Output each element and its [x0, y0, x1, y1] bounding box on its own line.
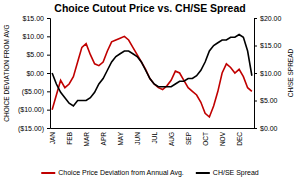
- y2-tick-label: $20.00: [260, 15, 282, 22]
- x-axis: JAN FEB MAR APR MAY JUN JUL AUG SEP OCT NOV DEC: [49, 128, 255, 146]
- x-tick: MAY: [117, 128, 124, 146]
- y2-axis-line: [255, 19, 258, 129]
- legend-label: Choice Price Deviation from Annual Avg.: [58, 169, 184, 177]
- y2-tick: $15.00: [254, 42, 282, 49]
- x-tick-label: MAR: [83, 132, 90, 147]
- x-tick: DEC: [236, 128, 243, 146]
- y-tick: $0.00: [26, 70, 50, 77]
- y-axis: ($15.00) ($10.00) ($5.00) $0.00 $5.00 $10.00 $…: [18, 15, 51, 133]
- y-tick-label: ($5.00): [22, 88, 44, 96]
- y2-tick: $20.00: [254, 15, 282, 22]
- legend: Choice Price Deviation from Annual Avg. C…: [41, 169, 259, 177]
- x-axis-line: [51, 128, 255, 129]
- legend-swatch: [41, 172, 55, 174]
- y-tick-mark: [47, 128, 50, 129]
- series-line: [52, 36, 252, 117]
- y-axis-line: [47, 19, 51, 129]
- title: Choice Cutout Price vs. CH/SE Spread: [54, 2, 245, 14]
- y-tick-label: $0.00: [26, 70, 44, 77]
- x-tick-label: AUG: [168, 132, 175, 146]
- y-tick-mark: [47, 55, 50, 56]
- x-tick-label: JUL: [151, 132, 158, 144]
- x-tick-label: OCT: [202, 132, 209, 146]
- y-tick: $5.00: [26, 51, 50, 58]
- y-tick-mark: [47, 73, 50, 74]
- y-axis-title: CHOICE DEVIATION FROM AVG: [3, 24, 10, 121]
- y2-tick-mark: [254, 18, 257, 19]
- y-tick-label: ($15.00): [18, 125, 44, 133]
- x-tick: FEB: [66, 128, 73, 145]
- x-tick: APR: [100, 128, 107, 145]
- y-tick: ($5.00): [22, 88, 50, 96]
- x-tick-label: JUN: [134, 132, 141, 145]
- x-tick-label: SEP: [185, 132, 192, 145]
- y2-tick-label: $15.00: [260, 42, 282, 49]
- y-tick: $15.00: [23, 15, 50, 22]
- legend-item: CH/SE Spread: [196, 169, 259, 177]
- x-tick: MAR: [83, 128, 90, 146]
- chart: ($15.00)($10.00)($5.00)$0.00$5.00$10.00$…: [0, 0, 300, 180]
- x-tick: AUG: [168, 128, 175, 146]
- y2-tick-label: $0.00: [260, 125, 278, 132]
- y-tick-label: $10.00: [23, 33, 45, 40]
- series-line: [52, 35, 252, 107]
- x-tick: SEP: [185, 128, 192, 145]
- legend-label: CH/SE Spread: [213, 169, 259, 177]
- y-tick-mark: [47, 91, 50, 92]
- y2-tick-label: $5.00: [260, 97, 278, 104]
- plot: ($15.00)($10.00)($5.00)$0.00$5.00$10.00$…: [18, 15, 282, 147]
- x-tick: JUN: [134, 128, 141, 145]
- y-tick-mark: [47, 36, 50, 37]
- x-tick-label: FEB: [66, 132, 73, 145]
- y2-tick: $5.00: [254, 97, 278, 104]
- x-tick-label: NOV: [219, 131, 226, 146]
- x-tick-label: DEC: [236, 132, 243, 146]
- y-tick-label: ($10.00): [18, 106, 44, 114]
- x-tick: NOV: [219, 128, 226, 146]
- lines: [52, 35, 252, 118]
- x-tick: OCT: [202, 128, 209, 146]
- y2-axis-title: CH/SE SPREAD: [287, 48, 294, 97]
- y-tick-label: $5.00: [26, 51, 44, 58]
- y2-tick-mark: [254, 101, 257, 102]
- y-tick-label: $15.00: [23, 15, 45, 22]
- y-tick-mark: [47, 110, 50, 111]
- legend-item: Choice Price Deviation from Annual Avg.: [41, 169, 184, 177]
- y-tick: ($15.00): [18, 125, 50, 133]
- y2-tick-mark: [254, 73, 257, 74]
- y2-tick: $0.00: [254, 125, 278, 132]
- x-tick: JUL: [151, 128, 158, 144]
- x-tick: JAN: [49, 128, 56, 144]
- y-tick-mark: [47, 18, 50, 19]
- x-tick-label: MAY: [117, 131, 124, 145]
- y2-tick-mark: [254, 46, 257, 47]
- legend-swatch: [196, 172, 210, 174]
- y2-tick: $10.00: [254, 70, 282, 77]
- y2-axis: $0.00 $5.00 $10.00 $15.00 $20.00: [254, 15, 282, 132]
- y-tick: $10.00: [23, 33, 50, 40]
- y-tick: ($10.00): [18, 106, 50, 114]
- y2-tick-label: $10.00: [260, 70, 282, 77]
- x-tick-label: APR: [100, 132, 107, 146]
- x-tick-label: JAN: [49, 132, 56, 145]
